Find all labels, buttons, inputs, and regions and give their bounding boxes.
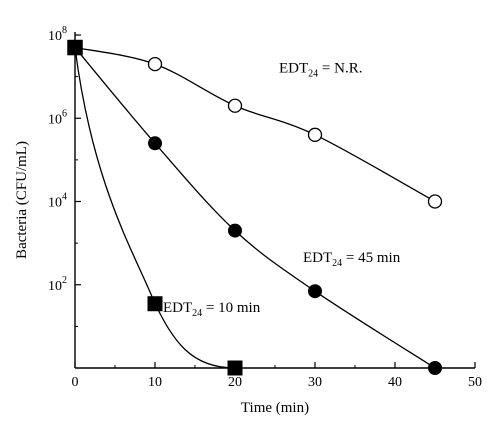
data-point-filled-circle bbox=[148, 136, 162, 151]
data-point-filled-circle bbox=[428, 361, 442, 375]
data-point-filled-square bbox=[147, 296, 163, 312]
y-axis-title: Bacteria (CFU/mL) bbox=[14, 141, 30, 259]
x-tick-label: 40 bbox=[388, 375, 402, 390]
x-tick-label: 20 bbox=[228, 375, 242, 390]
data-point-open-circle bbox=[307, 127, 323, 142]
data-point-filled-square bbox=[227, 360, 243, 376]
x-axis-title: Time (min) bbox=[241, 400, 309, 416]
x-tick-label: 50 bbox=[468, 375, 482, 390]
series-markers bbox=[67, 39, 443, 376]
data-point-filled-circle bbox=[308, 284, 322, 299]
start-point-square bbox=[67, 39, 83, 56]
series-line-1 bbox=[74, 46, 436, 203]
data-point-open-circle bbox=[427, 194, 443, 209]
annotation-edt-2: EDT24 = 45 min bbox=[303, 250, 401, 269]
x-tick-label: 30 bbox=[308, 375, 322, 390]
x-tick-label: 0 bbox=[72, 375, 79, 390]
series-line-3 bbox=[74, 47, 236, 369]
annotation-edt-1: EDT24 = N.R. bbox=[279, 60, 362, 79]
data-point-open-circle bbox=[227, 98, 243, 113]
series-curves bbox=[74, 46, 436, 369]
data-point-filled-square bbox=[67, 40, 83, 56]
axes: 0 10 20 30 40 50 102 104 106 108 bbox=[48, 25, 482, 390]
y-tick-label: 104 bbox=[48, 192, 67, 211]
y-tick-label: 108 bbox=[48, 25, 67, 44]
series-line-2 bbox=[74, 47, 436, 369]
labels: EDT24 = N.R. EDT24 = 45 min EDT24 = 10 min bbox=[163, 60, 401, 318]
y-tick-label: 106 bbox=[48, 108, 67, 127]
data-point-filled-circle bbox=[228, 223, 242, 238]
annotation-edt-3: EDT24 = 10 min bbox=[163, 300, 261, 319]
data-point-open-circle bbox=[147, 56, 163, 72]
y-tick-label: 102 bbox=[48, 275, 67, 294]
x-tick-label: 10 bbox=[148, 375, 162, 390]
